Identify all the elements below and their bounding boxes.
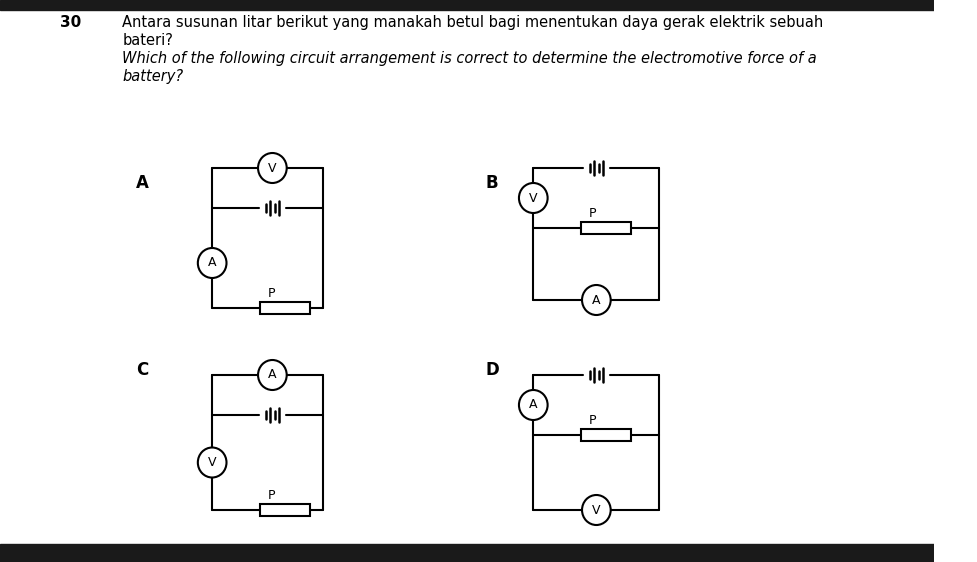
Text: A: A — [136, 174, 149, 192]
Bar — [260, 302, 310, 314]
Text: V: V — [529, 192, 537, 205]
Text: Which of the following circuit arrangement is correct to determine the electromo: Which of the following circuit arrangeme… — [122, 51, 817, 66]
Circle shape — [197, 447, 227, 478]
Text: V: V — [208, 456, 217, 469]
Text: D: D — [486, 361, 499, 379]
Circle shape — [519, 183, 548, 213]
Text: A: A — [592, 293, 601, 306]
Text: V: V — [268, 161, 276, 174]
Text: P: P — [589, 207, 596, 220]
Text: P: P — [268, 287, 276, 300]
Text: P: P — [268, 489, 276, 502]
Text: A: A — [208, 256, 217, 270]
Text: A: A — [529, 398, 537, 411]
Text: P: P — [589, 414, 596, 427]
Text: 30: 30 — [61, 15, 81, 30]
Text: Antara susunan litar berikut yang manakah betul bagi menentukan daya gerak elekt: Antara susunan litar berikut yang manaka… — [122, 15, 824, 30]
Text: bateri?: bateri? — [122, 33, 173, 48]
Text: C: C — [136, 361, 148, 379]
Circle shape — [197, 248, 227, 278]
Text: V: V — [592, 504, 601, 516]
Text: battery?: battery? — [122, 69, 184, 84]
Circle shape — [258, 360, 286, 390]
Circle shape — [519, 390, 548, 420]
Text: A: A — [268, 369, 276, 382]
Bar — [0, 0, 934, 10]
Bar — [581, 429, 631, 441]
Bar — [581, 222, 631, 234]
Circle shape — [582, 285, 611, 315]
Text: B: B — [486, 174, 498, 192]
Circle shape — [258, 153, 286, 183]
Bar — [260, 504, 310, 516]
Bar — [0, 544, 934, 562]
Circle shape — [582, 495, 611, 525]
